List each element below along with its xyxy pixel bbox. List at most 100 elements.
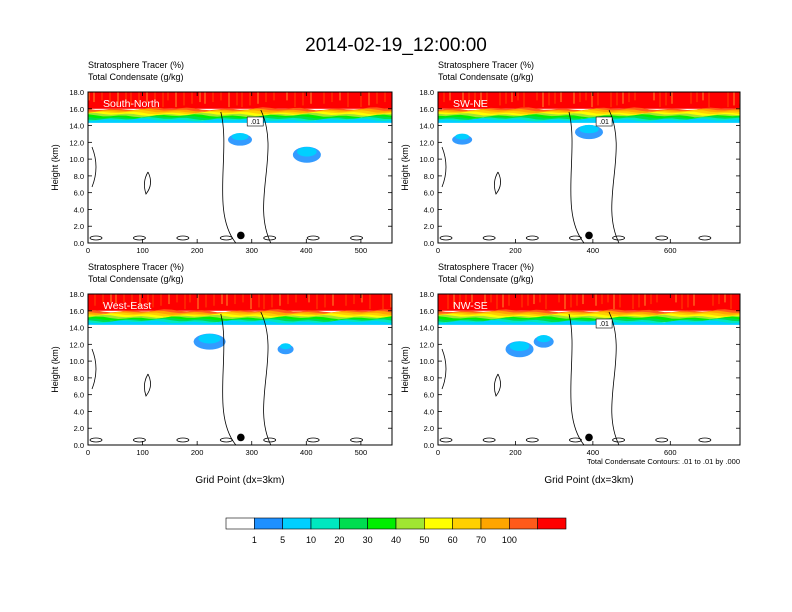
panel-1: .01 South-North Stratosphere Tracer (%) Tot… [50,60,393,255]
tracer-streak [634,92,636,101]
contour-line [655,437,669,443]
plot-frame [87,293,393,446]
panel-header-tracer: Stratosphere Tracer (%) [438,60,534,70]
tracer-streak [727,92,729,108]
tracer-streak [347,92,349,108]
tracer-streak [712,294,714,306]
x-tick-label: 200 [509,448,522,457]
tracer-streak [332,294,334,306]
tracer-streak [610,92,612,108]
y-tick-label: 18.0 [69,88,84,97]
y-axis-label: Height (km) [50,346,60,393]
x-tick-label: 500 [355,448,368,457]
tracer-streak [390,294,392,308]
tracer-streak [189,294,191,303]
tracer-streak [632,294,634,310]
plot-frame [437,293,741,446]
panel-header-condensate: Total Condensate (g/kg) [438,72,534,82]
contour-line [91,348,97,390]
condensate-contours [439,109,712,243]
tracer-streak [236,92,238,106]
colorbar-label: 40 [391,535,401,545]
contour-line [439,235,453,241]
tracer-streak [183,92,185,106]
y-tick-label: 2.0 [74,424,84,433]
tracer-streak [250,294,252,310]
tracer-intrusion [455,133,470,140]
y-tick-label: 12.0 [419,138,434,147]
y-tick-label: 0.0 [424,239,434,248]
tracer-streak [265,92,267,103]
tracer-streak [212,92,214,103]
tracer-streak [168,294,170,305]
y-tick-label: 16.0 [419,307,434,316]
tracer-streak [228,92,230,108]
contour-line [698,235,712,241]
tracer-100 [438,92,740,109]
tracer-streak [533,294,535,305]
tracer-streak [696,92,698,103]
contour-line [176,235,190,241]
condensate-contours [89,109,363,243]
x-tick-label: 0 [86,448,90,457]
contour-note: Total Condensate Contours: .01 to .01 by… [587,457,740,466]
contour-line [133,437,146,443]
contour-label: .01 [599,119,609,126]
contour-line [306,437,320,443]
tracer-field [88,92,392,163]
tracer-streak [279,294,281,306]
tracer-streak [560,92,562,103]
x-tick-label: 100 [136,448,149,457]
panel-header-tracer: Stratosphere Tracer (%) [438,262,534,272]
tracer-streak [110,294,112,303]
panel-2: .01 SW-NE Stratosphere Tracer (%) Total Con… [400,60,741,255]
tracer-streak [619,294,621,308]
contour-line [612,235,625,241]
contour-line [525,235,539,241]
tracer-streak [369,294,371,310]
tracer-streak [323,92,325,104]
tracer-streak [653,92,655,101]
tracer-streak [545,294,547,310]
tracer-streak [622,92,624,104]
tracer-streak [573,92,575,104]
tracer-streak [564,294,566,310]
tracer-intrusion [297,146,317,157]
tracer-streak [384,92,386,103]
tracer-streak [453,294,455,308]
tracer-streak [718,294,720,305]
x-tick-label: 300 [245,448,258,457]
contour-line [89,437,103,443]
tracer-streak [536,92,538,101]
panel-header-condensate: Total Condensate (g/kg) [88,274,184,284]
tracer-streak [480,92,482,106]
colorbar-label: 1 [252,535,257,545]
tracer-streak [221,294,223,305]
tracer-streak [517,92,519,101]
contour-line [655,235,669,241]
x-tick-label: 400 [587,246,600,255]
contour-line [569,235,582,241]
colorbar: 1 5 10 20 30 40 50 60 70 100 [225,517,567,545]
tracer-intrusion [536,335,551,343]
condensate-contours [89,311,363,445]
tracer-streak [702,92,704,101]
tracer-streak [576,294,578,306]
y-axis-label: Height (km) [400,144,410,191]
tracer-streak [681,294,683,310]
y-tick-label: 4.0 [424,205,434,214]
location-marker [237,433,245,442]
tracer-streak [638,294,640,308]
tracer-streak [597,92,599,106]
figure-title: 2014-02-19_12:00:00 [305,35,487,56]
tracer-streak [665,92,667,106]
tracer-streak [167,92,169,101]
tracer-streak [175,92,177,108]
tracer-streak [249,92,251,106]
tracer-streak [554,92,556,104]
tracer-band [438,112,740,118]
tracer-streak [361,294,363,303]
tracer-streak [585,92,587,101]
contour-line [569,437,582,443]
